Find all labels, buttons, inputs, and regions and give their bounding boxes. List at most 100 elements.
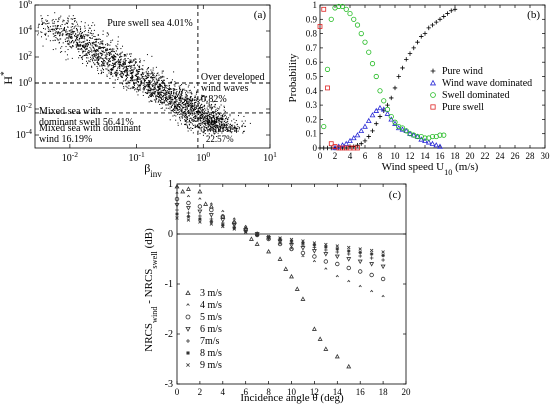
scatter-point — [84, 22, 86, 24]
scatter-point — [146, 93, 148, 95]
scatter-point — [137, 70, 139, 72]
scatter-point — [152, 67, 154, 69]
scatter-point — [183, 103, 185, 105]
region-label-mixed-swell: Mixed sea with — [39, 106, 101, 117]
scatter-point — [87, 57, 89, 59]
scatter-point — [164, 85, 166, 87]
scatter-point — [119, 63, 121, 65]
scatter-point — [164, 101, 166, 103]
data-point — [362, 123, 368, 129]
scatter-point — [153, 85, 155, 87]
scatter-point — [116, 69, 118, 71]
scatter-point — [199, 127, 201, 129]
scatter-point — [125, 66, 127, 68]
scatter-point — [155, 99, 157, 101]
x-tick-label: 2 — [333, 151, 338, 161]
scatter-point — [122, 63, 124, 65]
scatter-point — [204, 97, 206, 99]
scatter-point — [201, 103, 203, 105]
scatter-point — [151, 72, 153, 74]
scatter-point — [163, 79, 165, 81]
scatter-point — [99, 46, 101, 48]
scatter-point — [193, 120, 195, 122]
scatter-point — [190, 107, 192, 109]
scatter-point — [211, 129, 213, 131]
scatter-point — [202, 122, 204, 124]
scatter-point — [130, 80, 132, 82]
scatter-point — [144, 78, 146, 80]
scatter-point — [201, 114, 203, 116]
scatter-point — [81, 44, 83, 46]
scatter-point — [189, 99, 191, 101]
scatter-point — [79, 28, 81, 30]
scatter-point — [175, 91, 177, 93]
scatter-point — [87, 45, 89, 47]
scatter-point — [224, 119, 226, 121]
y-tick-label: 100 — [18, 75, 32, 90]
scatter-point — [97, 69, 99, 71]
scatter-point — [152, 76, 154, 78]
scatter-point — [105, 50, 107, 52]
legend-marker — [185, 290, 191, 295]
scatter-point — [170, 103, 172, 105]
data-point — [395, 124, 402, 131]
scatter-point — [110, 68, 112, 70]
scatter-point — [81, 35, 83, 37]
scatter-point — [47, 25, 49, 27]
scatter-point — [84, 34, 86, 36]
scatter-point — [151, 55, 153, 57]
scatter-point — [173, 103, 175, 105]
scatter-point — [75, 28, 77, 30]
scatter-point — [180, 108, 182, 110]
data-point — [317, 336, 323, 341]
scatter-point — [151, 77, 153, 79]
scatter-point — [65, 22, 67, 24]
scatter-point — [52, 40, 54, 42]
data-point — [248, 236, 254, 241]
scatter-point — [147, 74, 149, 76]
data-point — [388, 116, 395, 122]
scatter-point — [163, 89, 165, 91]
scatter-point — [117, 60, 119, 62]
scatter-point — [209, 120, 211, 122]
scatter-point — [141, 75, 143, 77]
scatter-point — [133, 83, 135, 85]
scatter-point — [48, 26, 50, 28]
data-point — [381, 250, 385, 254]
scatter-point — [105, 48, 107, 50]
data-point — [301, 254, 305, 258]
scatter-point — [178, 105, 180, 107]
scatter-point — [187, 86, 189, 88]
scatter-point — [130, 53, 132, 55]
scatter-point — [44, 33, 46, 35]
scatter-point — [109, 68, 111, 70]
scatter-point — [76, 29, 78, 31]
scatter-point — [195, 108, 197, 110]
scatter-point — [56, 38, 58, 40]
scatter-point — [71, 37, 73, 39]
scatter-point — [200, 122, 202, 124]
scatter-point — [102, 40, 104, 42]
scatter-point — [98, 53, 100, 55]
scatter-point — [136, 69, 138, 71]
scatter-point — [213, 115, 215, 117]
scatter-point — [160, 107, 162, 109]
scatter-point — [154, 92, 156, 94]
scatter-point — [161, 70, 163, 72]
scatter-point — [66, 31, 68, 33]
scatter-point — [127, 68, 129, 70]
scatter-point — [186, 118, 188, 120]
scatter-point — [241, 125, 243, 127]
scatter-point — [93, 29, 95, 31]
scatter-point — [161, 91, 163, 93]
scatter-point — [85, 43, 87, 45]
scatter-point — [111, 56, 113, 58]
scatter-point — [70, 18, 72, 20]
scatter-point — [153, 74, 155, 76]
legend-label: Wind wave dominated — [442, 78, 532, 89]
scatter-point — [153, 79, 155, 81]
scatter-point — [98, 55, 100, 57]
scatter-point — [213, 115, 215, 117]
scatter-point — [203, 113, 205, 115]
scatter-point — [159, 101, 161, 103]
